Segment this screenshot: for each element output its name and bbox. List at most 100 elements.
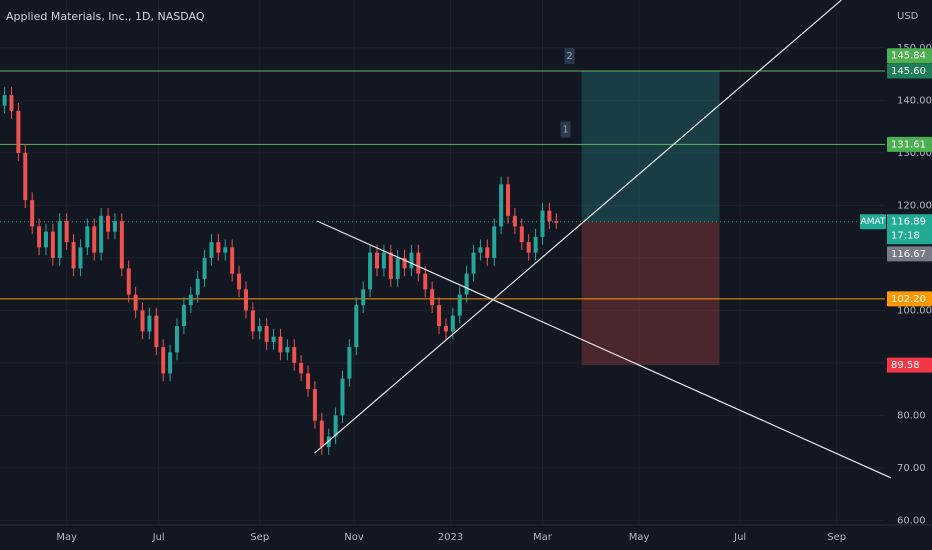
x-tick-label: May xyxy=(629,532,650,543)
candle-body xyxy=(347,347,352,379)
candle-body xyxy=(223,247,228,253)
trendline xyxy=(314,0,842,454)
candle-body xyxy=(126,268,131,295)
candle-body xyxy=(202,257,207,279)
candle-body xyxy=(388,252,393,279)
y-tick-label: 120.00 xyxy=(897,200,932,211)
candle-body xyxy=(492,226,497,258)
candle-body xyxy=(540,210,545,237)
trendline xyxy=(316,220,892,479)
candle-body xyxy=(37,226,42,248)
candle-body xyxy=(85,226,90,248)
price-badge-label: 145.60 xyxy=(891,66,926,77)
currency: USD xyxy=(897,11,919,22)
x-tick-label: Jul xyxy=(733,532,746,543)
candle-body xyxy=(257,326,262,332)
candle-body xyxy=(395,257,400,279)
chart-title: Applied Materials, Inc., 1D, NASDAQ xyxy=(6,10,205,23)
level-tag xyxy=(560,121,571,138)
candle-body xyxy=(340,378,345,416)
candle-body xyxy=(188,294,193,306)
level-tag xyxy=(564,47,575,64)
grid xyxy=(0,0,885,525)
candle-body xyxy=(112,221,117,232)
countdown: 17:18 xyxy=(891,231,920,242)
y-tick-label: 130.00 xyxy=(897,148,932,159)
price-badge xyxy=(887,246,932,262)
candle-body xyxy=(181,305,186,327)
candle-body xyxy=(512,215,517,227)
candle-body xyxy=(9,95,14,111)
x-tick-label: Mar xyxy=(533,532,553,543)
level-tag-label: 1 xyxy=(562,124,568,135)
price-badge-label: 131.61 xyxy=(891,139,926,150)
candle-body xyxy=(423,273,428,290)
candle-body xyxy=(312,389,317,421)
candle-body xyxy=(30,200,35,227)
candle-body xyxy=(237,273,242,290)
y-tick-label: 80.00 xyxy=(897,410,926,421)
candle-body xyxy=(195,278,200,295)
candle-body xyxy=(416,252,421,274)
candle-body xyxy=(71,242,76,269)
candle-body xyxy=(243,289,248,311)
candle-body xyxy=(168,352,173,374)
price-badge xyxy=(887,136,932,152)
candle-body xyxy=(464,273,469,295)
candle-body xyxy=(374,252,379,269)
price-badge-label: 116.67 xyxy=(891,249,926,260)
candle-body xyxy=(250,310,255,332)
price-badge xyxy=(887,357,932,373)
target-zone xyxy=(581,70,720,222)
level-tag-label: 2 xyxy=(566,51,572,62)
candle-body xyxy=(443,326,448,332)
candle-body xyxy=(554,221,559,223)
candle-body xyxy=(23,152,28,201)
x-tick-label: Sep xyxy=(250,532,269,543)
candle-body xyxy=(64,221,69,243)
candle-body xyxy=(43,231,48,248)
candle-body xyxy=(519,226,524,243)
candle-body xyxy=(471,252,476,274)
stop-zone xyxy=(581,221,720,366)
candle-body xyxy=(450,315,455,332)
candle-body xyxy=(161,347,166,374)
candle-body xyxy=(147,315,152,332)
candle-body xyxy=(57,221,62,258)
candle-body xyxy=(292,347,297,363)
candle-body xyxy=(50,231,55,258)
candle-body xyxy=(78,247,83,269)
candle-body xyxy=(333,415,338,437)
y-tick-label: 140.00 xyxy=(897,95,932,106)
plot: 21 xyxy=(0,0,892,479)
candle-body xyxy=(140,310,145,332)
price-badge xyxy=(887,214,932,245)
symbol-badge xyxy=(860,214,886,230)
candle-body xyxy=(99,215,104,253)
candle-body xyxy=(230,247,235,274)
price-badge xyxy=(887,291,932,307)
candle-body xyxy=(430,289,435,306)
candle-body xyxy=(381,252,386,269)
y-tick-label: 70.00 xyxy=(897,463,926,474)
candle-body xyxy=(506,184,511,216)
candle-body xyxy=(409,252,414,269)
candle-body xyxy=(526,242,531,253)
candle-body xyxy=(271,336,276,342)
candle-body xyxy=(133,294,138,311)
candle-body xyxy=(285,347,290,353)
price-badge xyxy=(887,63,932,79)
price-badge-label: 89.58 xyxy=(891,360,920,371)
candle-body xyxy=(361,289,366,306)
candle-body xyxy=(499,184,504,227)
x-tick-label: May xyxy=(56,532,77,543)
candle-body xyxy=(119,221,124,269)
candle-body xyxy=(175,326,179,353)
candle-body xyxy=(402,257,407,269)
candle-body xyxy=(547,210,552,222)
candle-body xyxy=(209,242,214,258)
price-badge-label: 145.84 xyxy=(891,51,926,62)
candle-body xyxy=(485,247,490,258)
candle-body xyxy=(354,305,359,348)
